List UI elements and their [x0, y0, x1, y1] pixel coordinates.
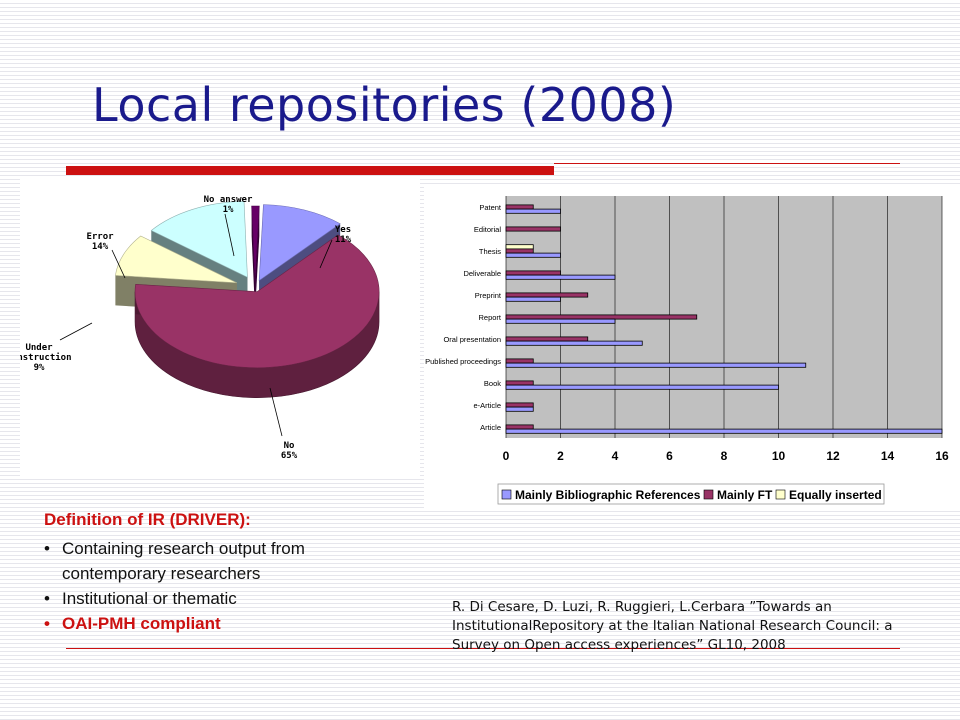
definition-item-text: OAI-PMH compliant: [62, 614, 221, 633]
pie-slice-label: 9%: [34, 363, 45, 373]
y-category-label: Editorial: [474, 225, 501, 234]
bar-chart-panel: 0 2 4 6 8 10 12 14 16 Patent Editorial Thesis Delive…: [424, 186, 960, 508]
legend-box: [497, 483, 885, 505]
pie-slice: [134, 234, 380, 368]
y-category-label: Report: [478, 313, 501, 322]
bar: [505, 428, 943, 434]
pie-slice-label: Yes: [335, 225, 351, 235]
bar: [505, 270, 561, 276]
y-category-label: Preprint: [475, 291, 502, 300]
definition-item: Institutional or thematic: [44, 586, 424, 611]
y-category-label: Patent: [479, 203, 502, 212]
y-category-label: Article: [480, 423, 501, 432]
pie-slice-label: 14%: [92, 242, 109, 252]
bar: [505, 292, 589, 298]
x-tick-label: 10: [772, 449, 786, 463]
bar: [505, 340, 643, 346]
bar: [505, 362, 807, 368]
pie-slice-cut: [251, 206, 256, 313]
bar: [505, 226, 561, 232]
pie-slice-label: 1%: [223, 205, 234, 215]
bar: [505, 358, 534, 364]
x-tick-label: 4: [612, 449, 619, 463]
bar: [505, 296, 561, 302]
definition-box: Definition of IR (DRIVER): Containing re…: [44, 510, 424, 636]
pie-slice-label: Under: [25, 343, 53, 353]
chart-legend: Mainly Bibliographic References Mainly FT…: [497, 483, 885, 505]
pie-slice-label: No answer: [204, 195, 253, 205]
legend-swatch: [703, 489, 714, 500]
pie-slice-cut: [255, 206, 260, 313]
x-tick-label: 6: [666, 449, 673, 463]
pie-slice-label: Error: [86, 232, 114, 242]
pie-leader-line: [224, 213, 235, 257]
pie-slice-label: 11%: [335, 235, 352, 245]
title-underline-thick: [66, 166, 554, 175]
y-category-label: Deliverable: [463, 269, 501, 278]
pie-slice-label: No: [284, 441, 295, 451]
x-tick-label: 16: [935, 449, 949, 463]
pie-slice: [150, 201, 248, 278]
bar: [505, 384, 779, 390]
pie-slice: [258, 204, 341, 282]
y-category-label: Published proceedings: [425, 357, 501, 366]
bar: [505, 318, 616, 324]
pie-slice: [251, 205, 260, 283]
bar: [505, 314, 698, 320]
bar-chart: 0 2 4 6 8 10 12 14 16 Patent Editorial Thesis Delive…: [425, 196, 949, 505]
slide-title: Local repositories (2008): [92, 78, 677, 132]
bar: [505, 274, 616, 280]
definition-item: Containing research output from contempo…: [44, 536, 424, 586]
legend-swatch: [775, 489, 786, 500]
definition-heading: Definition of IR (DRIVER):: [44, 510, 251, 529]
legend-swatch: [501, 489, 512, 500]
legend-label: Equally inserted: [789, 488, 882, 502]
bar: [505, 252, 561, 258]
bottom-divider: [66, 648, 900, 649]
bar: [505, 406, 534, 412]
y-category-label: Thesis: [479, 247, 501, 256]
x-tick-label: 8: [721, 449, 728, 463]
bar: [505, 244, 534, 250]
bar: [505, 248, 534, 254]
legend-label: Mainly Bibliographic References: [515, 488, 701, 502]
title-underline-thin: [554, 163, 900, 164]
y-category-label: Book: [484, 379, 501, 388]
bar: [505, 424, 534, 430]
bar: [505, 208, 561, 214]
bar: [505, 402, 534, 408]
pie-leader-line: [59, 322, 93, 341]
definition-item-text-continued: contemporary researchers: [62, 564, 261, 583]
pie-leader-line: [111, 249, 126, 279]
definition-item-text: Containing research output from: [62, 539, 305, 558]
pie-leader-line: [269, 387, 283, 437]
definition-item-highlight: OAI-PMH compliant: [44, 611, 424, 636]
pie-slice: [115, 235, 237, 284]
x-tick-label: 12: [826, 449, 840, 463]
pie-slice-label: 65%: [281, 451, 298, 461]
citation-text: R. Di Cesare, D. Luzi, R. Ruggieri, L.Ce…: [452, 599, 893, 653]
x-tick-label: 2: [557, 449, 564, 463]
x-tick-label: 14: [881, 449, 895, 463]
pie-leader-line: [319, 239, 333, 269]
legend-label: Mainly FT: [717, 488, 773, 502]
bar: [505, 204, 534, 210]
bar: [505, 380, 534, 386]
definition-list: Containing research output from contempo…: [44, 536, 424, 636]
y-category-label: e-Article: [473, 401, 501, 410]
bar: [505, 336, 589, 342]
x-tick-label: 0: [503, 449, 510, 463]
definition-item-text: Institutional or thematic: [62, 589, 237, 608]
y-category-label: Oral presentation: [443, 335, 501, 344]
pie-slice-label: construction: [20, 352, 72, 363]
